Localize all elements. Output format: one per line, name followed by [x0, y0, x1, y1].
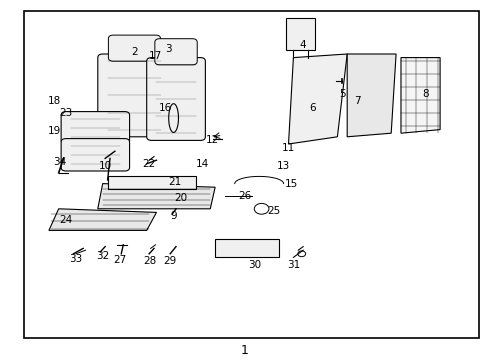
Text: 15: 15 [284, 179, 297, 189]
Polygon shape [400, 58, 439, 133]
Text: 10: 10 [99, 161, 111, 171]
Text: 5: 5 [338, 89, 345, 99]
FancyBboxPatch shape [155, 39, 197, 65]
Polygon shape [288, 54, 346, 144]
Text: 29: 29 [163, 256, 177, 266]
Text: 9: 9 [170, 211, 177, 221]
Text: 13: 13 [276, 161, 290, 171]
Polygon shape [49, 209, 156, 230]
FancyBboxPatch shape [61, 139, 129, 171]
Text: 16: 16 [158, 103, 172, 113]
Text: 20: 20 [174, 193, 187, 203]
Text: 8: 8 [421, 89, 428, 99]
FancyBboxPatch shape [61, 112, 129, 144]
Text: 24: 24 [59, 215, 73, 225]
Text: 2: 2 [131, 47, 138, 57]
Text: 7: 7 [353, 96, 360, 106]
Text: 30: 30 [247, 260, 260, 270]
Text: 4: 4 [299, 40, 306, 50]
Text: 6: 6 [309, 103, 316, 113]
Polygon shape [285, 18, 315, 50]
Text: 11: 11 [281, 143, 295, 153]
Text: 32: 32 [96, 251, 109, 261]
Text: 27: 27 [113, 255, 126, 265]
Text: 17: 17 [148, 51, 162, 61]
Text: 3: 3 [165, 44, 172, 54]
Polygon shape [346, 54, 395, 137]
Text: 14: 14 [196, 159, 209, 169]
FancyBboxPatch shape [24, 11, 478, 338]
Text: 18: 18 [48, 96, 61, 106]
FancyBboxPatch shape [98, 54, 171, 137]
Polygon shape [98, 184, 215, 209]
Text: 23: 23 [59, 108, 73, 118]
Text: 33: 33 [69, 254, 82, 264]
Text: 22: 22 [142, 159, 156, 169]
Text: 25: 25 [266, 206, 280, 216]
FancyBboxPatch shape [146, 58, 205, 140]
Polygon shape [215, 239, 278, 257]
FancyBboxPatch shape [108, 35, 160, 61]
Polygon shape [107, 176, 195, 189]
Text: 19: 19 [48, 126, 61, 136]
Text: 31: 31 [286, 260, 300, 270]
Text: 21: 21 [168, 177, 182, 187]
Text: 12: 12 [205, 135, 219, 145]
Text: 34: 34 [53, 157, 66, 167]
Text: 26: 26 [237, 191, 251, 201]
Text: 28: 28 [143, 256, 157, 266]
Text: 1: 1 [240, 345, 248, 357]
